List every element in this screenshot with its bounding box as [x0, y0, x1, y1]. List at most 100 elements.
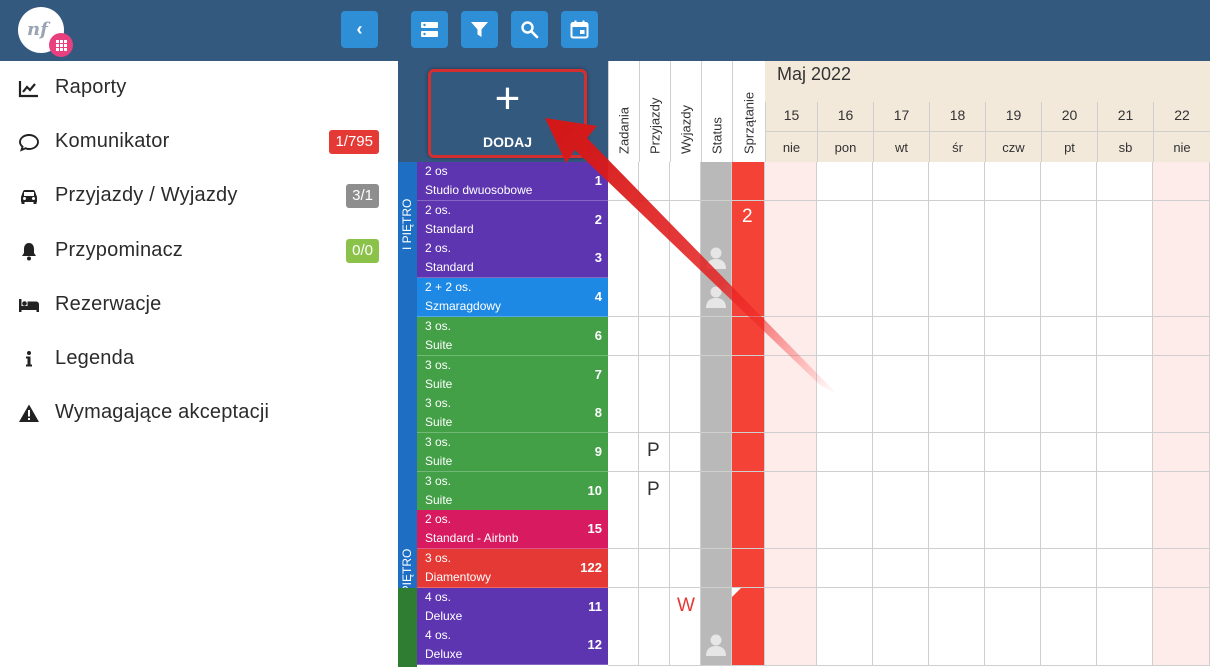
search-button[interactable]	[511, 11, 548, 48]
arrivals-cell[interactable]: P	[639, 432, 670, 473]
tasks-cell[interactable]	[608, 626, 639, 666]
calendar-day-cell[interactable]	[1097, 549, 1153, 589]
tasks-cell[interactable]	[608, 394, 639, 434]
calendar-button[interactable]	[561, 11, 598, 48]
calendar-day-cell[interactable]	[817, 626, 873, 666]
tasks-cell[interactable]	[608, 549, 639, 589]
calendar-day-cell[interactable]	[873, 587, 929, 627]
tasks-cell[interactable]	[608, 239, 639, 279]
arrivals-cell[interactable]	[639, 549, 670, 589]
status-cell[interactable]	[701, 162, 732, 202]
departures-cell[interactable]	[670, 471, 701, 511]
arrivals-cell[interactable]	[639, 162, 670, 202]
calendar-day-cell[interactable]	[1041, 278, 1097, 318]
calendar-day-cell[interactable]	[1153, 587, 1210, 627]
calendar-day-cell[interactable]	[985, 162, 1041, 202]
cleaning-cell[interactable]	[732, 549, 765, 589]
tasks-cell[interactable]	[608, 316, 639, 356]
calendar-day-cell[interactable]	[873, 549, 929, 589]
sidebar-item-wymagające-akceptacji[interactable]: Wymagające akceptacji	[0, 393, 398, 433]
departures-cell[interactable]	[670, 510, 701, 550]
calendar-day-cell[interactable]	[1153, 200, 1210, 240]
calendar-day-cell[interactable]	[929, 549, 985, 589]
departures-cell[interactable]	[670, 549, 701, 589]
column-header-zadania[interactable]: Zadania	[608, 61, 639, 162]
calendar-day-cell[interactable]	[765, 587, 817, 627]
arrivals-cell[interactable]	[639, 200, 670, 240]
status-cell[interactable]	[701, 355, 732, 395]
cleaning-cell[interactable]	[732, 394, 765, 434]
calendar-day-cell[interactable]	[985, 587, 1041, 627]
column-header-wyjazdy[interactable]: Wyjazdy	[670, 61, 701, 162]
sidebar-collapse-button[interactable]: ‹	[341, 11, 378, 48]
room-row[interactable]: 3 os. Suite 6	[417, 316, 608, 356]
tasks-cell[interactable]	[608, 355, 639, 395]
calendar-day-cell[interactable]	[1041, 587, 1097, 627]
calendar-day-cell[interactable]	[1097, 510, 1153, 550]
calendar-day-cell[interactable]	[985, 432, 1041, 473]
calendar-day-cell[interactable]	[985, 239, 1041, 279]
calendar-day-cell[interactable]	[873, 394, 929, 434]
calendar-day-cell[interactable]	[1153, 355, 1210, 395]
calendar-day-cell[interactable]	[817, 200, 873, 240]
calendar-day-cell[interactable]	[817, 432, 873, 473]
calendar-day-cell[interactable]	[873, 316, 929, 356]
calendar-day-cell[interactable]	[1153, 626, 1210, 666]
calendar-day-cell[interactable]	[1097, 626, 1153, 666]
status-cell[interactable]	[701, 549, 732, 589]
calendar-day-cell[interactable]	[817, 162, 873, 202]
arrivals-cell[interactable]	[639, 355, 670, 395]
calendar-day-cell[interactable]	[1097, 587, 1153, 627]
status-cell[interactable]	[701, 510, 732, 550]
calendar-day-cell[interactable]	[873, 432, 929, 473]
departures-cell[interactable]	[670, 239, 701, 279]
calendar-day-cell[interactable]	[1153, 239, 1210, 279]
cleaning-cell[interactable]	[732, 510, 765, 550]
arrivals-cell[interactable]	[639, 278, 670, 318]
status-cell[interactable]	[701, 239, 732, 279]
room-row[interactable]: 2 os. Standard 3	[417, 239, 608, 279]
cleaning-cell[interactable]	[732, 471, 765, 511]
calendar-day-cell[interactable]	[1097, 471, 1153, 511]
calendar-day-cell[interactable]	[985, 355, 1041, 395]
departures-cell[interactable]	[670, 316, 701, 356]
arrivals-cell[interactable]	[639, 316, 670, 356]
day-header[interactable]: 17 wt	[873, 102, 929, 162]
arrivals-cell[interactable]	[639, 239, 670, 279]
calendar-day-cell[interactable]	[873, 471, 929, 511]
calendar-day-cell[interactable]	[929, 587, 985, 627]
room-row[interactable]: 3 os. Diamentowy 122	[417, 549, 608, 588]
calendar-day-cell[interactable]	[1041, 394, 1097, 434]
calendar-day-cell[interactable]	[1097, 162, 1153, 202]
calendar-day-cell[interactable]	[1041, 626, 1097, 666]
calendar-day-cell[interactable]	[1041, 432, 1097, 473]
calendar-day-cell[interactable]	[873, 510, 929, 550]
calendar-day-cell[interactable]	[1041, 239, 1097, 279]
day-header[interactable]: 22 nie	[1153, 102, 1210, 162]
tasks-cell[interactable]	[608, 432, 639, 473]
calendar-day-cell[interactable]	[817, 278, 873, 318]
calendar-day-cell[interactable]	[1097, 316, 1153, 356]
tasks-cell[interactable]	[608, 162, 639, 202]
arrivals-cell[interactable]	[639, 587, 670, 627]
cleaning-cell[interactable]	[732, 278, 765, 318]
calendar-day-cell[interactable]	[765, 510, 817, 550]
calendar-day-cell[interactable]	[1097, 239, 1153, 279]
day-header[interactable]: 18 śr	[929, 102, 985, 162]
departures-cell[interactable]	[670, 432, 701, 473]
calendar-day-cell[interactable]	[817, 355, 873, 395]
status-cell[interactable]	[701, 626, 732, 666]
calendar-day-cell[interactable]	[985, 549, 1041, 589]
tasks-cell[interactable]	[608, 587, 639, 627]
calendar-day-cell[interactable]	[1041, 355, 1097, 395]
calendar-day-cell[interactable]	[985, 394, 1041, 434]
status-cell[interactable]	[701, 432, 732, 473]
status-cell[interactable]	[701, 278, 732, 318]
calendar-day-cell[interactable]	[817, 394, 873, 434]
apps-grid-icon[interactable]	[49, 33, 73, 57]
room-row[interactable]: 4 os. Deluxe 12	[417, 626, 608, 666]
room-row[interactable]: 3 os. Suite 8	[417, 394, 608, 434]
room-row[interactable]: 2 os. Standard 2	[417, 200, 608, 240]
departures-cell[interactable]	[670, 394, 701, 434]
day-header[interactable]: 15 nie	[765, 102, 817, 162]
